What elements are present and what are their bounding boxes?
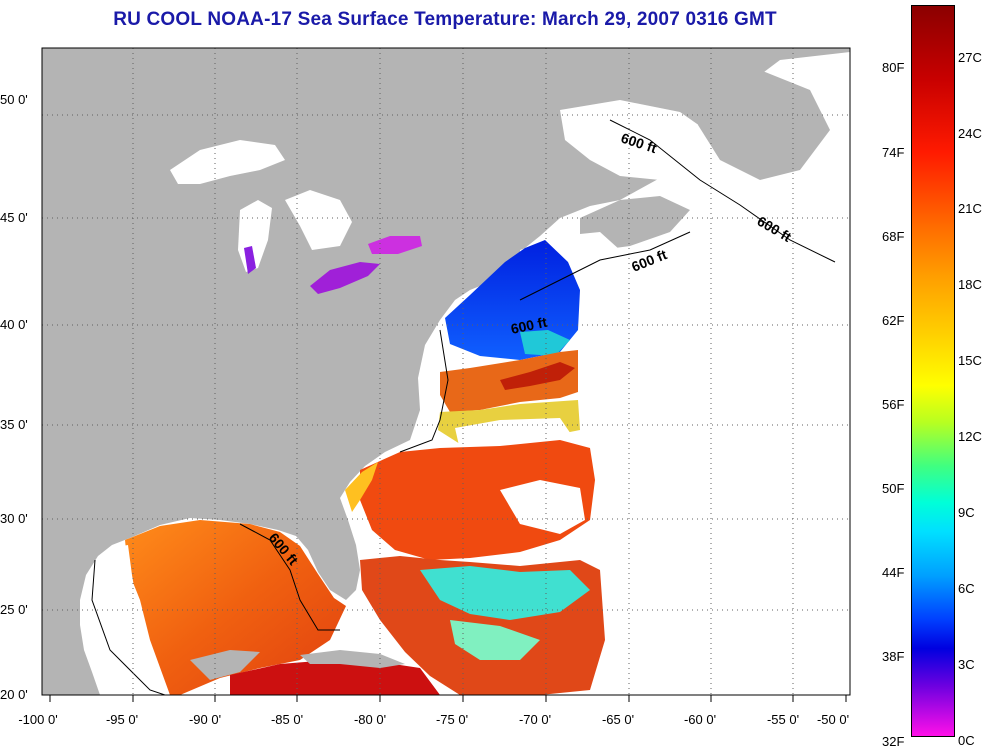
cold-shelf-water bbox=[445, 240, 580, 360]
contour-600ft-east bbox=[399, 329, 449, 453]
gulf-stream-core bbox=[500, 362, 575, 390]
map-frame bbox=[41, 47, 851, 696]
contour-600ft-maine bbox=[519, 231, 691, 301]
colorbar-c-label: 9C bbox=[958, 505, 975, 520]
cyan-patch-south-2 bbox=[450, 620, 540, 660]
lake-michigan-south bbox=[244, 246, 256, 274]
lat-label: 50 0' bbox=[0, 92, 28, 107]
colorbar-c-label: 12C bbox=[958, 429, 982, 444]
colorbar-c-label: 6C bbox=[958, 581, 975, 596]
temperature-colorbar bbox=[911, 5, 955, 737]
colorbar-f-label: 32F bbox=[882, 734, 905, 749]
lake-ontario bbox=[368, 236, 422, 254]
contour-600ft-gulf-2 bbox=[239, 523, 340, 631]
gulf-shelf-white bbox=[84, 545, 165, 695]
colorbar-c-label: 15C bbox=[958, 353, 982, 368]
colorbar-f-label: 56F bbox=[882, 397, 905, 412]
colorbar-c-label: 18C bbox=[958, 277, 982, 292]
lon-label: -90 0' bbox=[189, 712, 221, 727]
colorbar-f-label: 68F bbox=[882, 229, 905, 244]
lat-label: 30 0' bbox=[0, 511, 28, 526]
cold-shelf-cyan bbox=[520, 330, 570, 356]
colorbar-c-label: 24C bbox=[958, 126, 982, 141]
colorbar-c-label: 3C bbox=[958, 657, 975, 672]
sargasso-clouds bbox=[500, 480, 585, 534]
gulf-st-lawrence bbox=[560, 100, 720, 180]
colorbar-f-label: 80F bbox=[882, 60, 905, 75]
cuba bbox=[300, 650, 405, 668]
lon-label: -70 0' bbox=[519, 712, 551, 727]
lake-erie bbox=[310, 262, 380, 294]
colorbar-f-label: 50F bbox=[882, 481, 905, 496]
lake-huron bbox=[285, 190, 352, 250]
colorbar-f-label: 38F bbox=[882, 649, 905, 664]
colorbar-c-label: 21C bbox=[958, 201, 982, 216]
lon-label: -95 0' bbox=[106, 712, 138, 727]
lon-label: -100 0' bbox=[18, 712, 57, 727]
lon-label: -50 0' bbox=[817, 712, 849, 727]
newfoundland bbox=[698, 70, 830, 180]
sargasso-warm bbox=[360, 440, 595, 560]
lon-label: -60 0' bbox=[684, 712, 716, 727]
colorbar-f-label: 74F bbox=[882, 145, 905, 160]
yucatan bbox=[190, 650, 260, 680]
lon-label: -80 0' bbox=[354, 712, 386, 727]
contour-600ft-ne bbox=[609, 119, 836, 263]
lake-superior bbox=[170, 140, 285, 184]
colorbar-c-label: 27C bbox=[958, 50, 982, 65]
lat-label: 25 0' bbox=[0, 602, 28, 617]
lon-label: -55 0' bbox=[767, 712, 799, 727]
lat-label: 45 0' bbox=[0, 210, 28, 225]
gulf-of-mexico bbox=[125, 520, 346, 695]
caribbean-hot bbox=[230, 660, 440, 695]
lon-label: -65 0' bbox=[602, 712, 634, 727]
lat-label: 20 0' bbox=[0, 687, 28, 702]
lon-label: -75 0' bbox=[436, 712, 468, 727]
colorbar-f-label: 44F bbox=[882, 565, 905, 580]
contour-600ft-gulf bbox=[91, 559, 167, 695]
cyan-patch-south bbox=[420, 566, 590, 620]
lat-label: 40 0' bbox=[0, 317, 28, 332]
lon-label: -85 0' bbox=[271, 712, 303, 727]
colorbar-c-label: 0C bbox=[958, 733, 975, 748]
nova-scotia bbox=[580, 196, 690, 250]
colorbar-f-label: 62F bbox=[882, 313, 905, 328]
lat-label: 35 0' bbox=[0, 417, 28, 432]
map-title: RU COOL NOAA-17 Sea Surface Temperature:… bbox=[113, 9, 777, 30]
florida-coast-yellow bbox=[345, 462, 378, 512]
contour-label: 600 ft bbox=[509, 314, 548, 337]
